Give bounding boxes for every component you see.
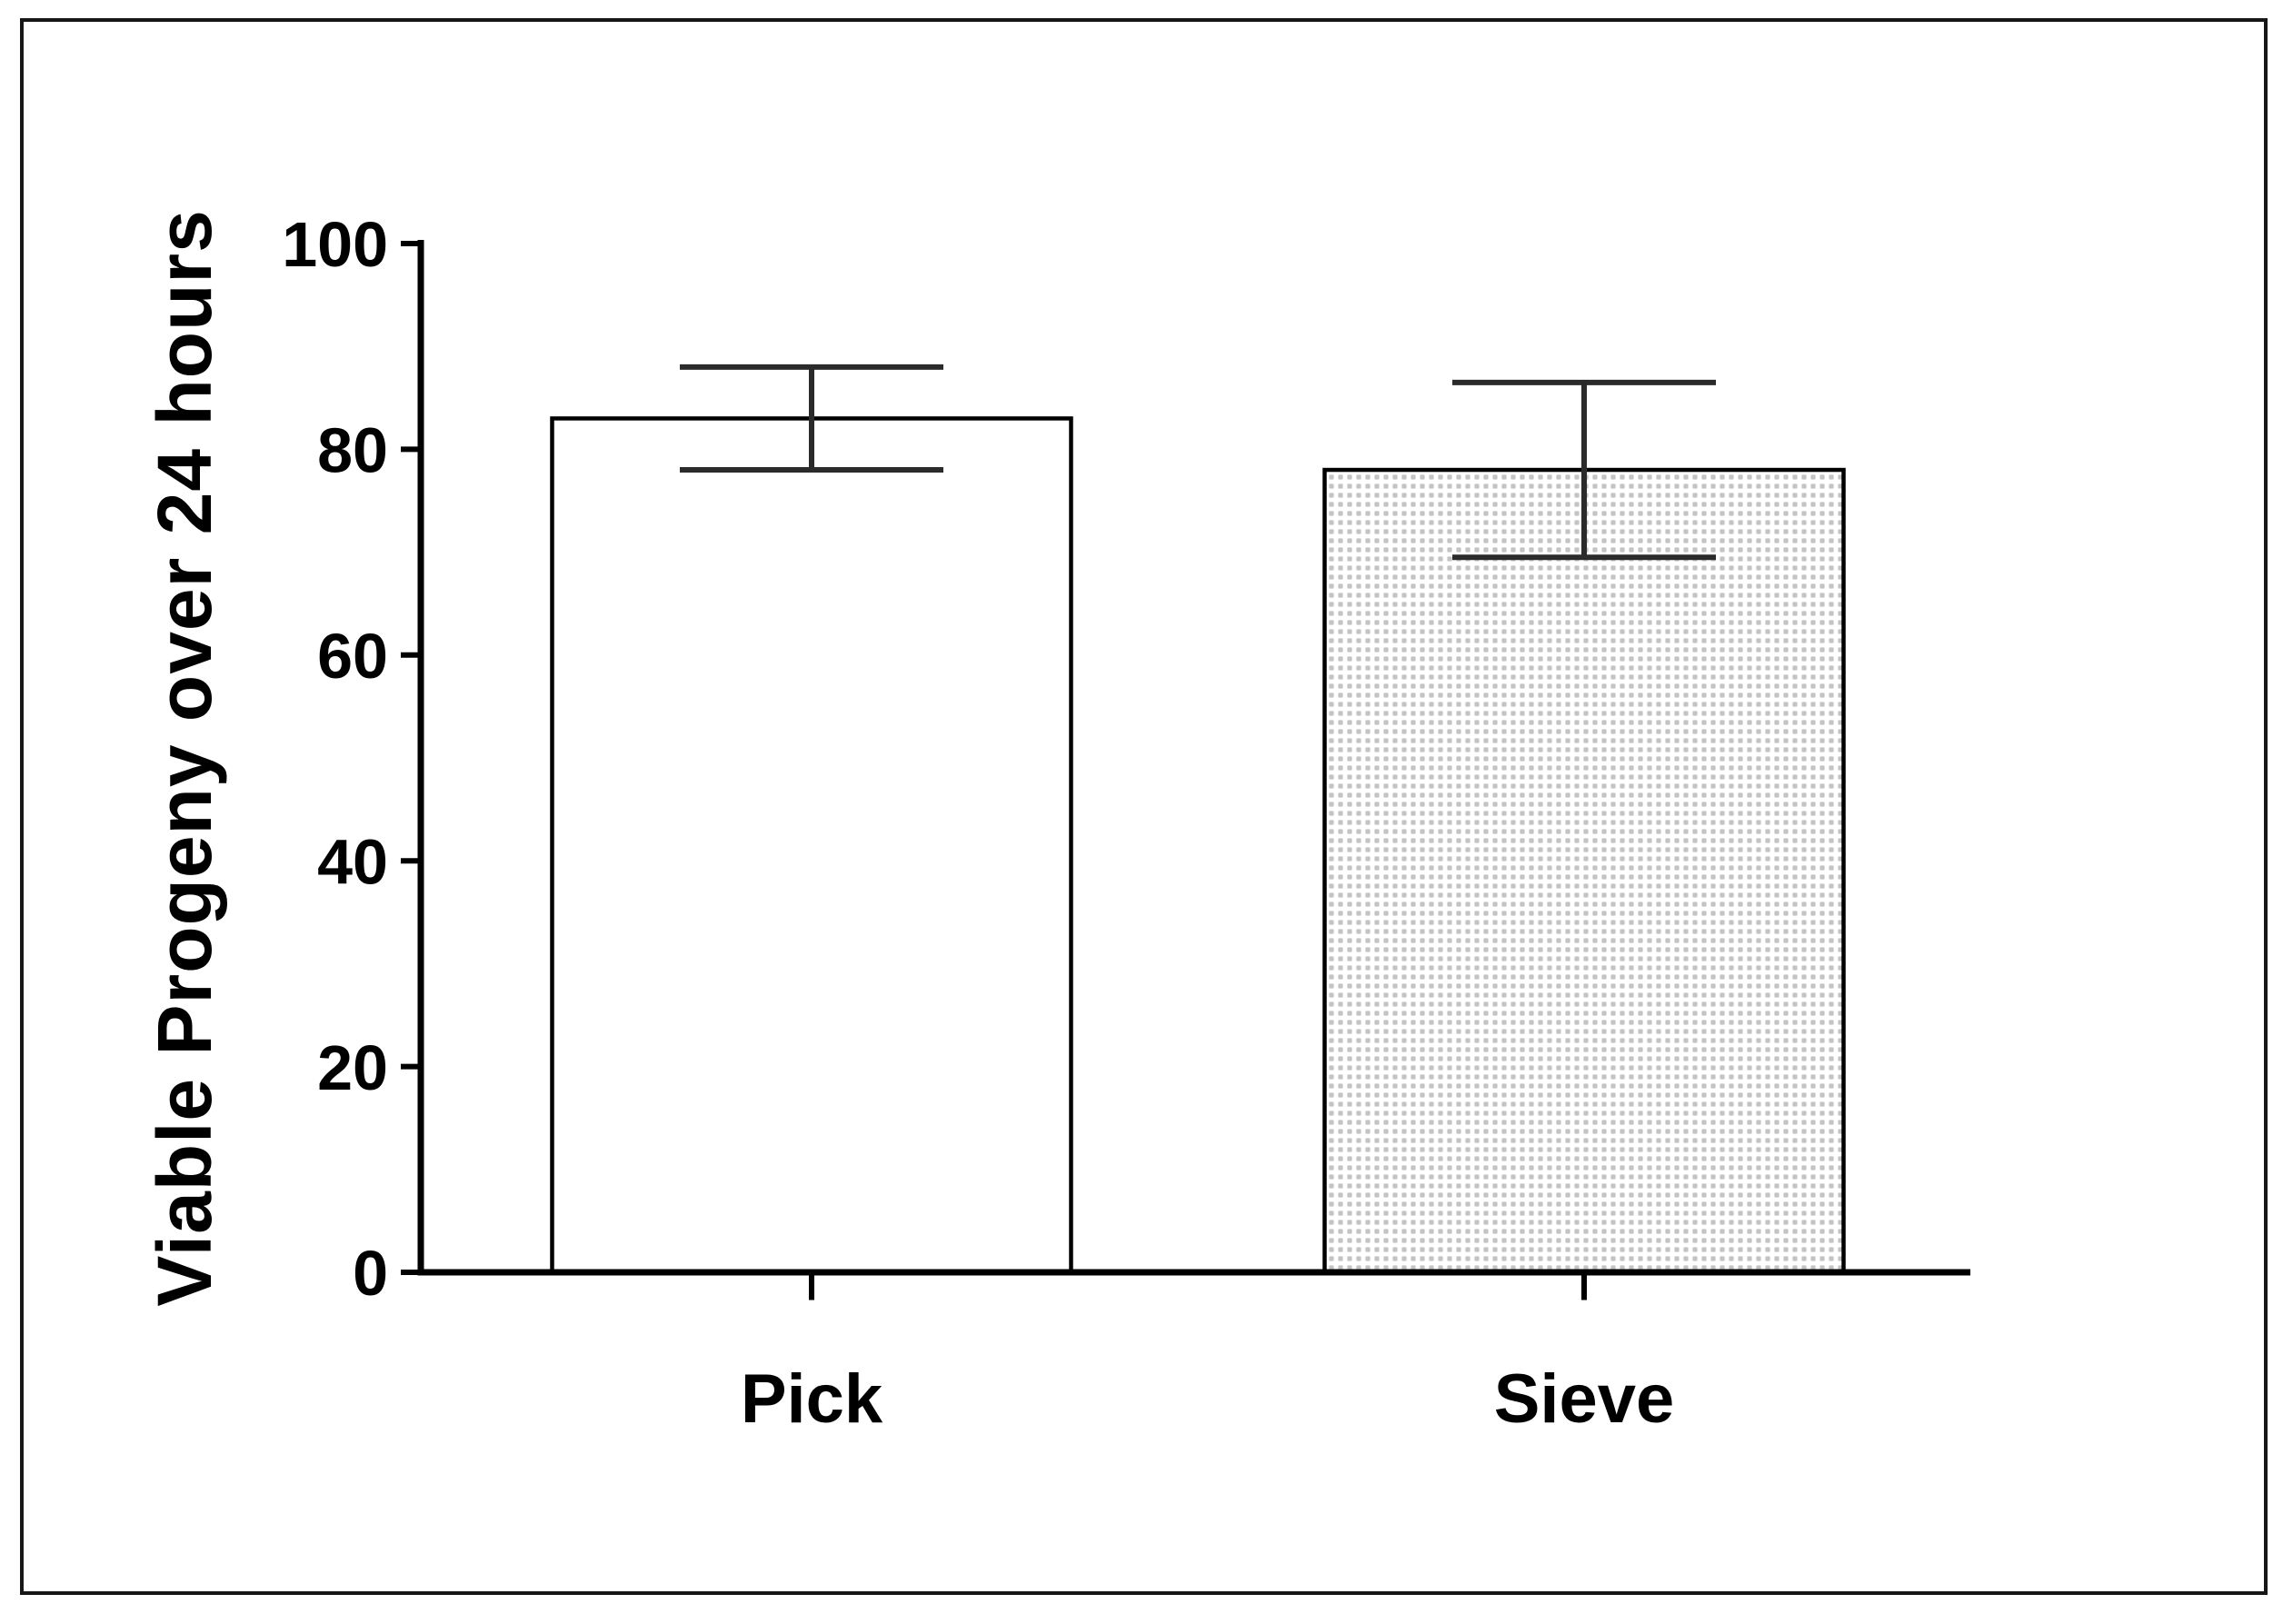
category-label-layer: Pick Sieve <box>741 1360 1674 1438</box>
y-tick-label-40: 40 <box>317 826 388 897</box>
y-tick-label-80: 80 <box>317 415 388 486</box>
y-axis-title: Viable Progeny over 24 hours <box>142 209 227 1307</box>
x-category-label-sieve: Sieve <box>1494 1360 1675 1438</box>
y-tick-label-60: 60 <box>317 621 388 692</box>
bar-sieve <box>1322 467 1846 1275</box>
axes-layer <box>417 240 1970 1276</box>
x-tick-layer <box>809 1275 1587 1300</box>
x-category-label-pick: Pick <box>741 1360 883 1438</box>
figure-frame <box>20 18 2268 1595</box>
error-bars-layer <box>680 364 1716 561</box>
y-tick-layer: 0 20 40 60 80 100 <box>282 209 421 1309</box>
y-tick-label-0: 0 <box>353 1238 388 1309</box>
y-tick-label-100: 100 <box>282 209 388 280</box>
bar-pick <box>550 416 1073 1275</box>
y-tick-label-20: 20 <box>317 1032 388 1103</box>
